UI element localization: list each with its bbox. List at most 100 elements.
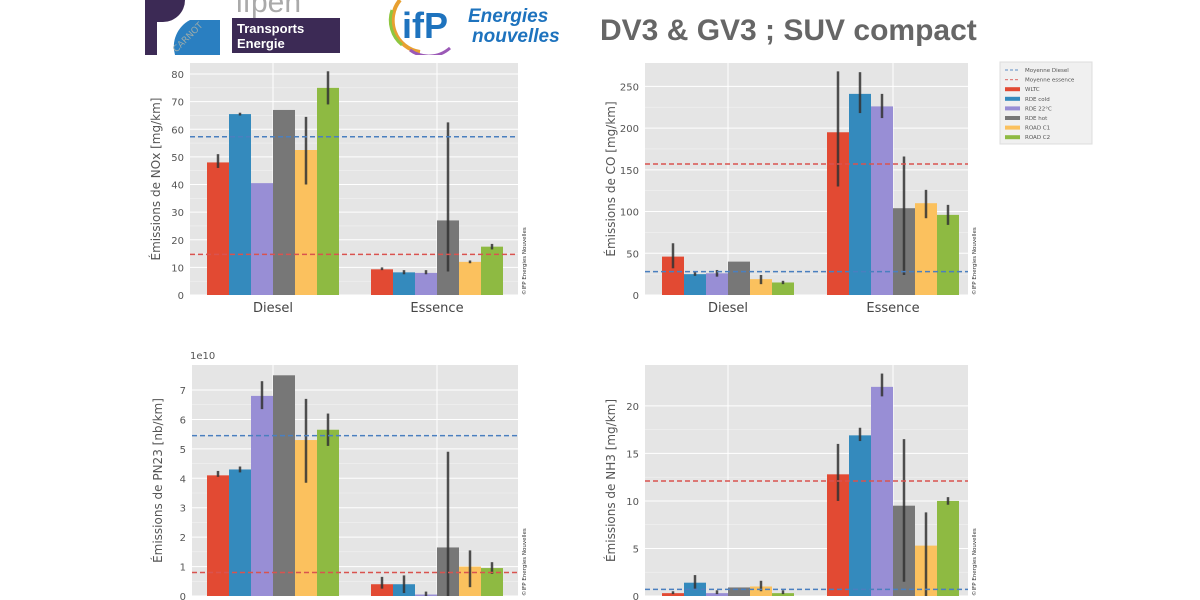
y-tick-label: 0 — [178, 291, 184, 302]
y-tick-label: 0 — [633, 592, 639, 600]
bar-wltc — [371, 584, 393, 596]
y-tick-label: 100 — [620, 208, 639, 219]
watermark: ©IFP Energies Nouvelles — [971, 528, 978, 596]
legend-label: Moyenne essence — [1025, 78, 1075, 84]
svg-text:nouvelles: nouvelles — [472, 26, 560, 47]
bar-rde-cold — [849, 93, 871, 295]
x-tick-label: Diesel — [253, 301, 293, 316]
bar-road-c2 — [481, 246, 503, 295]
bar-rde-22-c — [251, 183, 273, 295]
bar-wltc — [207, 475, 229, 596]
legend-swatch — [1005, 87, 1020, 92]
bar-rde-hot — [273, 375, 295, 596]
y-tick-label: 0 — [180, 592, 186, 600]
legend-label: RDE cold — [1025, 97, 1050, 103]
y-axis-label: Émissions de NH3 [mg/km] — [603, 399, 618, 562]
y-tick-label: 10 — [171, 263, 184, 274]
y-tick-label: 50 — [626, 249, 639, 260]
bar-road-c2 — [317, 87, 339, 295]
y-tick-label: 3 — [180, 504, 186, 515]
legend-swatch — [1005, 106, 1020, 111]
y-tick-label: 0 — [633, 291, 639, 302]
svg-text:ifP: ifP — [402, 5, 448, 46]
y-tick-label: 10 — [626, 497, 639, 508]
ifpen-logo: ifpen Transports Energie — [232, 0, 342, 55]
bar-road-c2 — [937, 214, 959, 295]
legend-label: Moyenne Diesel — [1025, 68, 1069, 74]
ifpen-box: Transports Energie — [232, 18, 340, 53]
svg-text:Energies: Energies — [468, 6, 548, 27]
bar-rde-22-c — [871, 386, 893, 596]
bar-rde-22-c — [871, 106, 893, 295]
y-tick-label: 80 — [171, 70, 184, 81]
bar-rde-22-c — [706, 593, 728, 596]
bar-wltc — [207, 162, 229, 295]
bar-rde-hot — [728, 587, 750, 596]
bar-road-c1 — [295, 440, 317, 596]
page-title: DV3 & GV3 ; SUV compact — [600, 14, 977, 47]
legend-swatch — [1005, 125, 1020, 130]
bar-road-c1 — [295, 150, 317, 295]
bar-road-c1 — [750, 586, 772, 596]
legend-label: RDE 22°C — [1025, 106, 1052, 112]
bar-wltc — [662, 256, 684, 295]
y-axis-label: Émissions de PN23 [nb/km] — [150, 398, 165, 563]
bar-road-c2 — [772, 593, 794, 596]
legend: Moyenne Diesel Moyenne essence WLTC RDE col… — [999, 61, 1093, 145]
legend-swatch — [1005, 96, 1020, 101]
bar-road-c1 — [750, 279, 772, 295]
y-tick-label: 150 — [620, 166, 639, 177]
ifp-energies-nouvelles-logo: ifP Energies nouvelles — [380, 0, 565, 58]
y-tick-label: 20 — [626, 402, 639, 413]
legend-label: WLTC — [1025, 87, 1040, 93]
watermark: ©IFP Energies Nouvelles — [971, 227, 978, 295]
bar-road-c2 — [772, 282, 794, 295]
bar-rde-cold — [684, 274, 706, 295]
bar-rde-22-c — [415, 272, 437, 295]
bar-road-c1 — [459, 261, 481, 295]
bar-rde-cold — [849, 435, 871, 596]
y-axis-label: Émissions de NOx [mg/km] — [148, 98, 163, 261]
axis-offset-label: 1e10 — [190, 351, 215, 362]
y-tick-label: 50 — [171, 153, 184, 164]
watermark: ©IFP Energies Nouvelles — [521, 227, 528, 295]
y-tick-label: 5 — [633, 544, 639, 555]
bar-road-c2 — [481, 568, 503, 596]
x-tick-label: Essence — [866, 301, 919, 316]
y-tick-label: 1 — [180, 563, 186, 574]
y-tick-label: 60 — [171, 125, 184, 136]
y-tick-label: 200 — [620, 124, 639, 135]
y-tick-label: 30 — [171, 208, 184, 219]
legend-label: ROAD C1 — [1025, 126, 1050, 132]
bar-wltc — [827, 132, 849, 295]
bar-rde-cold — [229, 114, 251, 295]
y-tick-label: 6 — [180, 415, 186, 426]
chart-2: 0 1 2 3 4 5 6 7 Émissions de PN23 [nb/km] 1e10 ©IF… — [150, 351, 528, 600]
x-tick-label: Diesel — [708, 301, 748, 316]
bar-rde-hot — [728, 261, 750, 295]
carnot-logo: CARNOT — [145, 0, 220, 55]
legend-swatch — [1005, 135, 1020, 140]
y-tick-label: 40 — [171, 181, 184, 192]
bar-rde-cold — [393, 272, 415, 295]
y-tick-label: 15 — [626, 449, 639, 460]
bar-wltc — [662, 593, 684, 596]
bar-road-c2 — [317, 429, 339, 596]
chart-0: 0 10 20 30 40 50 60 70 80 Diesel Essence Émissions … — [148, 63, 528, 316]
y-axis-label: Émissions de CO [mg/km] — [603, 101, 618, 256]
x-tick-label: Essence — [410, 301, 463, 316]
bar-rde-22-c — [251, 395, 273, 596]
legend-label: ROAD C2 — [1025, 135, 1050, 141]
bar-rde-22-c — [706, 273, 728, 295]
chart-1: 0 50 100 150 200 250 Diesel Essence Émissions de… — [603, 63, 978, 316]
bar-wltc — [827, 474, 849, 596]
bar-wltc — [371, 269, 393, 295]
y-tick-label: 4 — [180, 474, 186, 485]
bar-rde-cold — [229, 469, 251, 596]
ifpen-word: ifpen — [236, 0, 302, 19]
legend-box — [999, 61, 1093, 145]
y-tick-label: 70 — [171, 98, 184, 109]
y-tick-label: 7 — [180, 386, 186, 397]
bar-road-c2 — [937, 500, 959, 596]
